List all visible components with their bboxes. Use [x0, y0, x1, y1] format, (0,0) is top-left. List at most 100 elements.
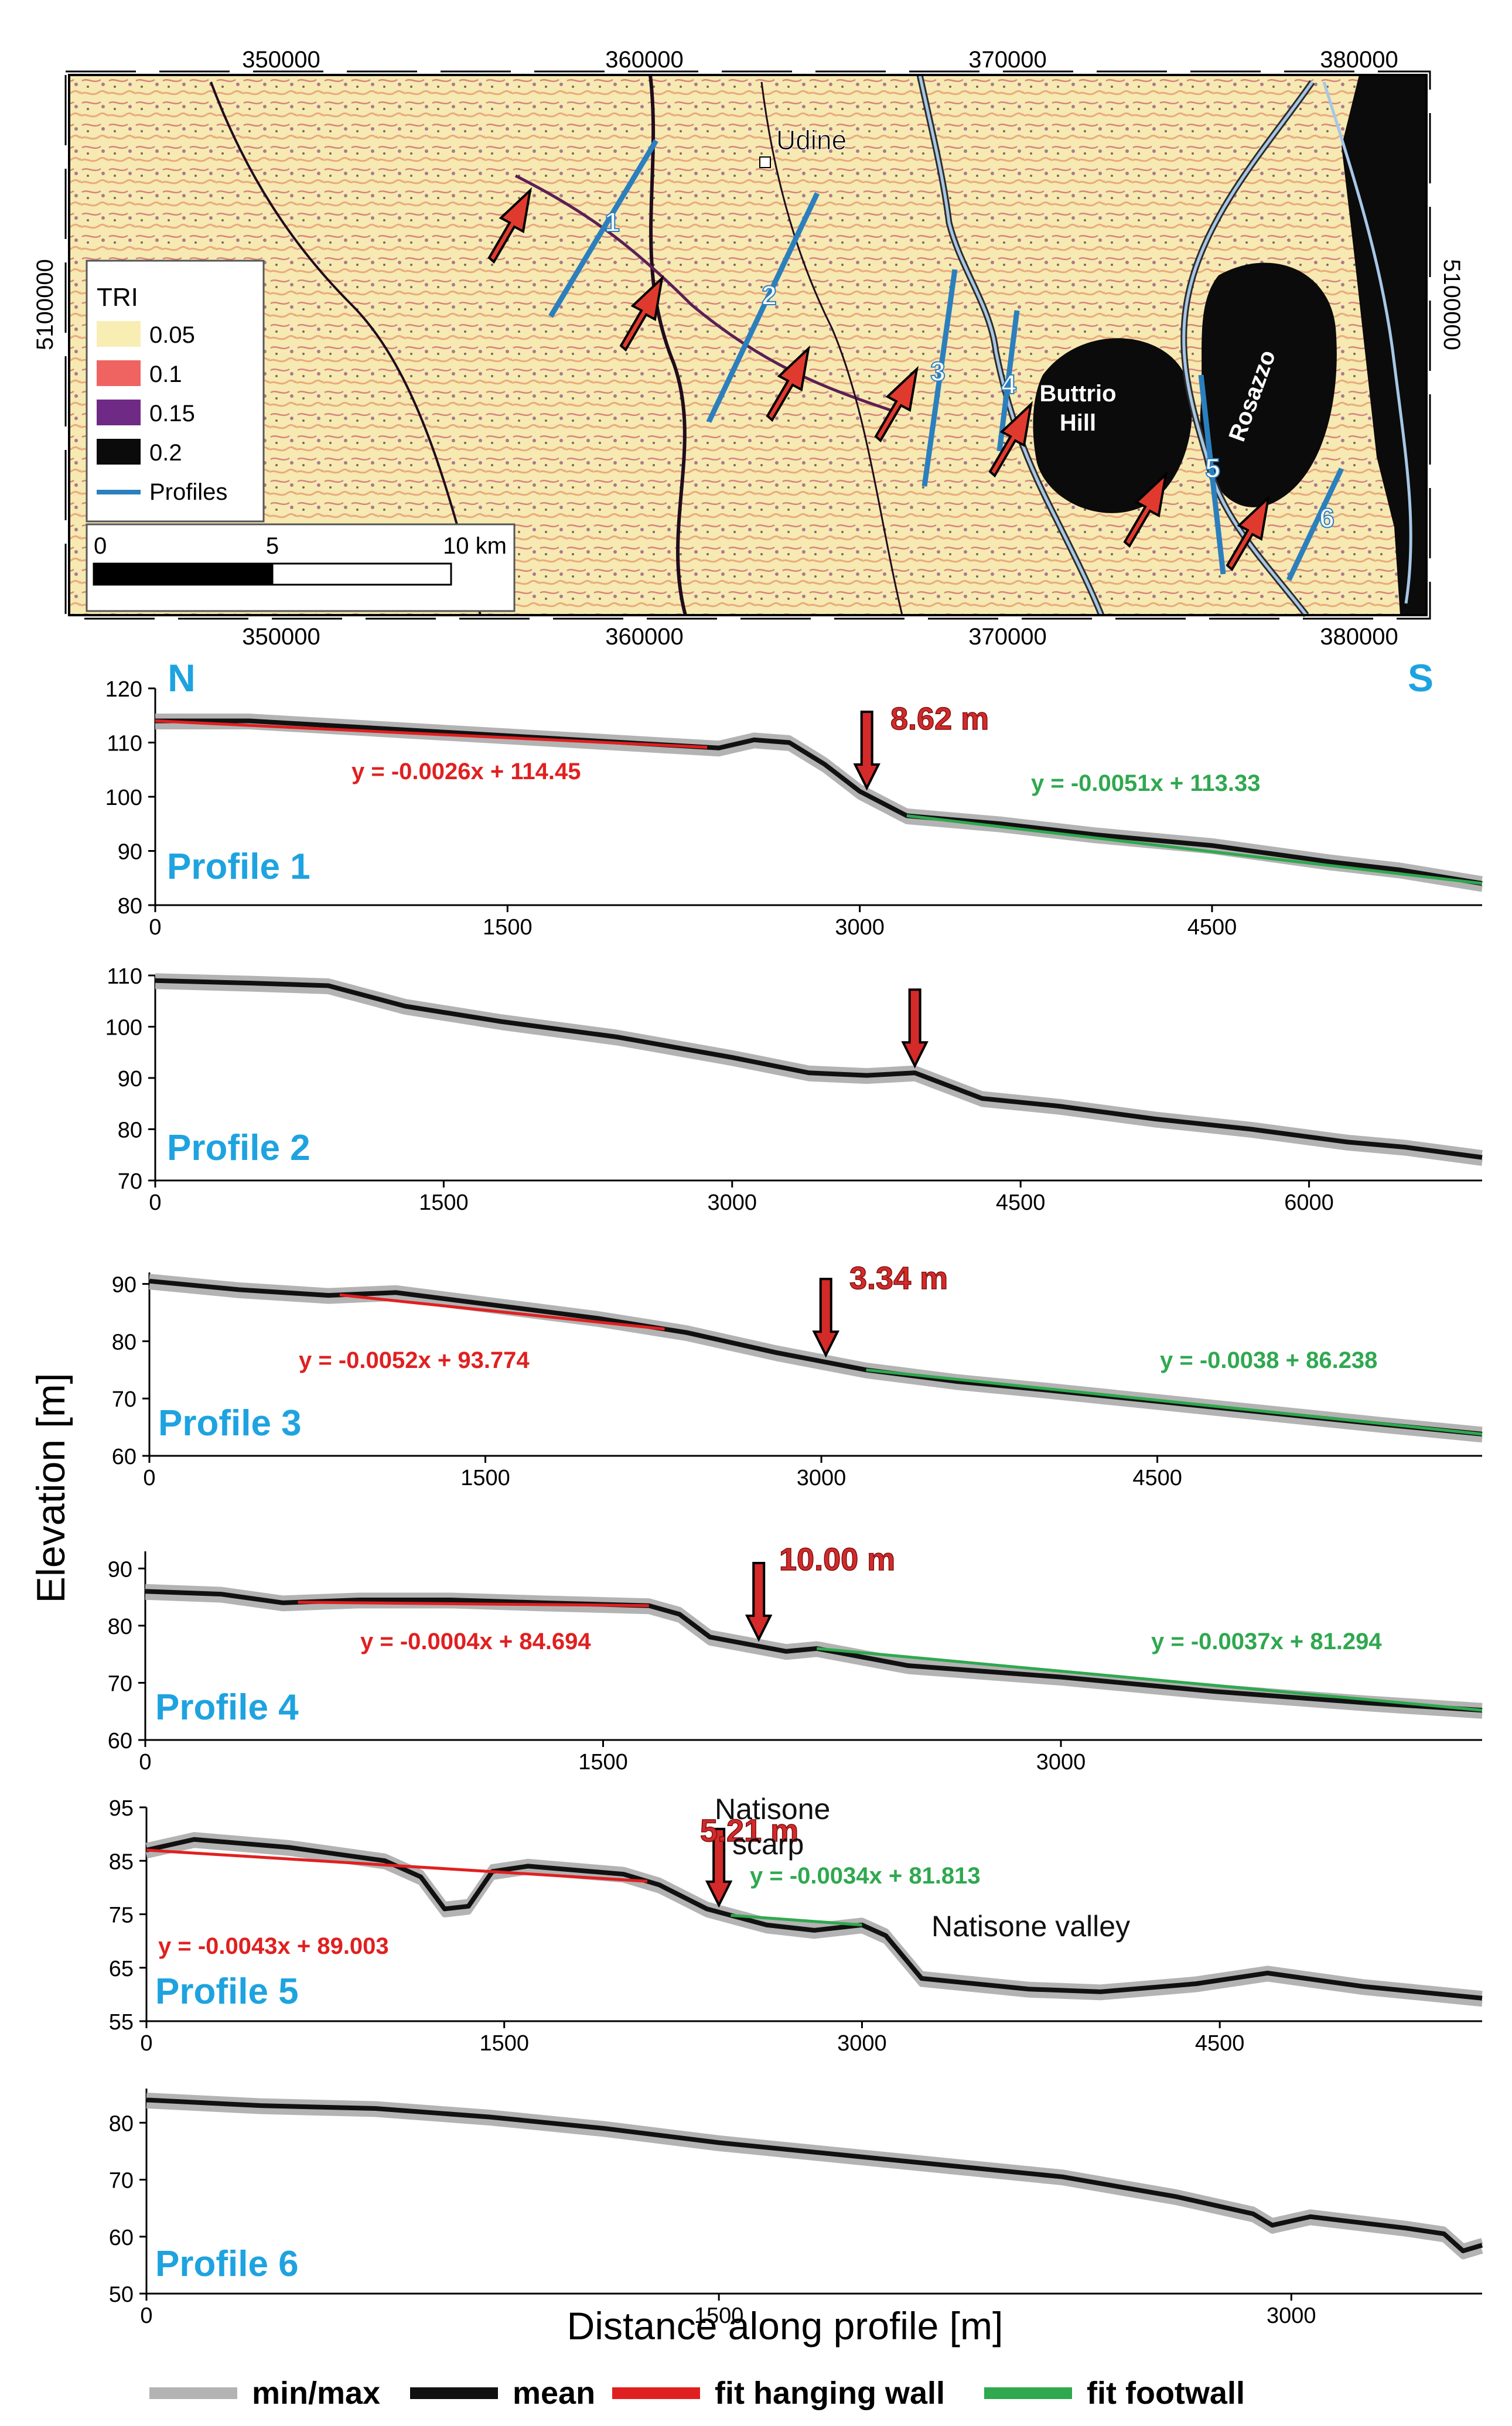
x-tick-label: 1500: [419, 1190, 469, 1215]
footwall-equation: y = -0.0051x + 113.33: [1031, 770, 1260, 796]
profile-number-4: 4: [1001, 369, 1016, 400]
profile-4-panel: 60 70 80 90 0 1500 3000 y = -0.0004x + 84.694 y …: [108, 1541, 1483, 1775]
fault-arrow-icon: [1123, 471, 1168, 548]
fault-arrow-icon: [874, 366, 919, 443]
map-top-tick-360000: 360000: [605, 47, 683, 73]
mean-line: [155, 978, 1483, 1160]
map-left-tick-5100000: 5100000: [32, 259, 58, 350]
profile-number-3: 3: [930, 356, 946, 387]
buttrio-hill-area: [1033, 338, 1192, 513]
mean-line: [146, 1837, 1483, 2001]
footwall-fit-line: [866, 1368, 1483, 1436]
tri-legend-label: 0.05: [149, 322, 195, 348]
profile-1-panel: 80 90 100 110 120 0 1500 3000 4500 y = -0.0026x +…: [105, 677, 1483, 940]
fault-arrow-icon: [487, 187, 532, 264]
tri-legend: TRI 0.05 0.1 0.15 0.2 Profiles: [86, 260, 265, 523]
y-tick-label: 80: [118, 894, 142, 919]
map-top-tick-370000: 370000: [968, 47, 1046, 73]
min-line: [155, 982, 1483, 1166]
profile-2-panel: 70 80 90 100 110 0 1500 3000 4500 6000 Profile 2: [105, 964, 1483, 1215]
south-label: S: [1408, 656, 1434, 700]
profile-number-2: 2: [762, 280, 777, 310]
offset-arrow-icon: [901, 988, 929, 1069]
profile-title: Profile 5: [155, 1971, 299, 2012]
profile-panels: 80 90 100 110 120 0 1500 3000 4500 y = -0.0026x +…: [105, 677, 1483, 2328]
profile-lines: [548, 139, 1344, 581]
hanging-wall-equation: y = -0.0004x + 84.694: [360, 1629, 591, 1654]
footwall-equation: y = -0.0034x + 81.813: [750, 1863, 981, 1889]
hanging-wall-equation: y = -0.0052x + 93.774: [299, 1347, 530, 1373]
profile-line-5: [1198, 374, 1226, 575]
scale-label-0: 0: [94, 533, 107, 559]
x-tick-label: 3000: [797, 1466, 847, 1490]
x-tick-label: 3000: [835, 915, 885, 940]
series-legend: min/max mean fit hanging wall fit footwa…: [149, 2376, 1245, 2411]
torre-river: [918, 74, 1103, 616]
min-line: [145, 1593, 1483, 1719]
y-axis-label: Elevation [m]: [29, 1373, 73, 1603]
y-tick-label: 110: [107, 732, 142, 756]
offset-arrow-icon: [745, 1561, 773, 1642]
map-right-tick-5100000: 5100000: [1439, 259, 1465, 350]
profile-6-panel: 50 60 70 80 0 1500 3000 Profile 6: [109, 2089, 1483, 2328]
y-tick-label: 65: [109, 1957, 134, 1981]
footwall-equation: y = -0.0037x + 81.294: [1151, 1629, 1382, 1654]
legend-mean-label: mean: [513, 2376, 595, 2411]
y-tick-label: 80: [112, 1330, 136, 1354]
y-tick-label: 70: [112, 1387, 136, 1412]
drainage-line: [760, 81, 903, 616]
x-tick-label: 1500: [460, 1466, 510, 1490]
y-tick-label: 60: [112, 1445, 136, 1469]
hanging-wall-fit-line: [155, 719, 708, 749]
map-top-tick-380000: 380000: [1320, 47, 1398, 73]
y-tick-label: 75: [109, 1903, 134, 1928]
map-bottom-tick-380000: 380000: [1320, 624, 1398, 650]
min-line: [149, 1283, 1483, 1443]
profile-3-panel: 60 70 80 90 0 1500 3000 4500 y = -0.0052x + 93.7…: [112, 1260, 1483, 1490]
annotation-natisone: Natisone: [715, 1793, 830, 1826]
profile-title: Profile 2: [167, 1128, 310, 1168]
tri-legend-profiles: Profiles: [149, 479, 227, 505]
profile-line-4: [996, 310, 1020, 452]
x-tick-label: 1500: [479, 2031, 529, 2056]
max-line: [155, 973, 1483, 1157]
offset-label: 8.62 m: [890, 701, 989, 736]
y-tick-label: 50: [109, 2282, 134, 2307]
y-tick-label: 100: [105, 786, 142, 810]
drainage-line: [210, 81, 482, 616]
hanging-wall-equation: y = -0.0026x + 114.45: [351, 759, 581, 784]
y-tick-label: 60: [109, 2226, 134, 2250]
scale-label-5: 5: [266, 533, 279, 559]
mean-line: [155, 718, 1483, 886]
offset-label: 3.34 m: [849, 1261, 948, 1296]
profile-number-1: 1: [605, 207, 620, 237]
mean-line: [146, 2097, 1483, 2254]
mean-line: [145, 1589, 1483, 1713]
x-tick-label: 3000: [1267, 2304, 1316, 2328]
x-tick-label: 6000: [1284, 1190, 1334, 1215]
tri-legend-label: 0.15: [149, 401, 195, 426]
fault-arrows: [487, 187, 1270, 572]
x-tick-label: 0: [143, 1466, 155, 1490]
y-tick-label: 70: [108, 1671, 132, 1696]
y-tick-label: 90: [108, 1557, 132, 1582]
min-line: [146, 2101, 1483, 2260]
max-line: [145, 1584, 1483, 1710]
y-tick-label: 90: [118, 840, 142, 865]
north-label: N: [168, 656, 196, 700]
y-tick-label: 55: [109, 2010, 134, 2035]
profile-title: Profile 6: [155, 2244, 299, 2284]
x-tick-label: 3000: [1036, 1750, 1086, 1775]
annotation-natisone-valley: Natisone valley: [931, 1910, 1130, 1943]
min-line: [155, 723, 1483, 892]
offset-label: 5.21 m: [700, 1813, 798, 1848]
udine-marker: [759, 156, 771, 168]
x-tick-label: 0: [140, 2031, 152, 2056]
hanging-wall-fit-line: [298, 1601, 649, 1608]
hanging-wall-fit-line: [146, 1848, 648, 1883]
tri-map: 1 2 3 4 5 6 Udine Buttrio Hill Rosazzo 3…: [32, 47, 1465, 650]
offset-arrow-icon: [705, 1827, 733, 1908]
y-tick-label: 95: [109, 1796, 134, 1821]
footwall-fit-line: [816, 1647, 1483, 1712]
